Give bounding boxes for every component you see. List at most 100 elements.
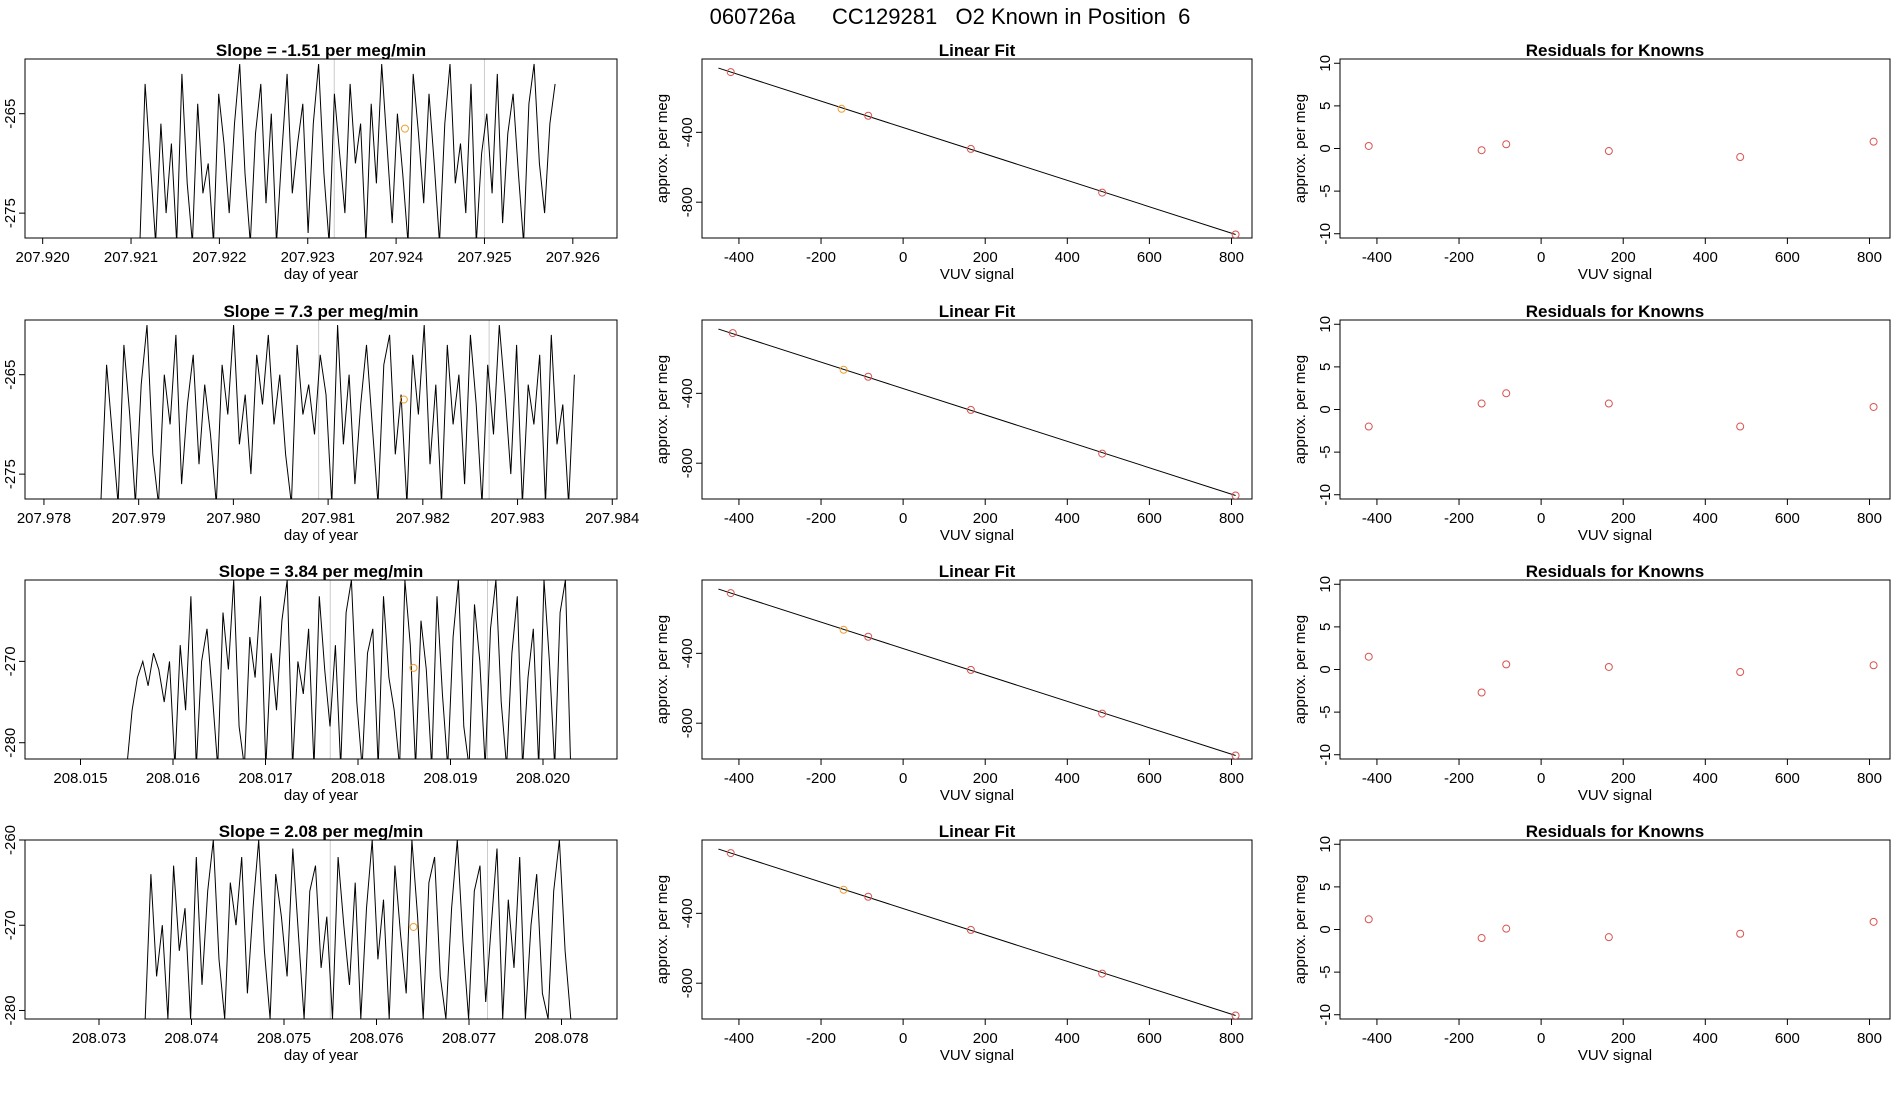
resid-panel: Residuals for Knowns -400 -200 0 200 400 600 80… — [1292, 41, 1891, 283]
residual-point — [1502, 924, 1511, 933]
residual-point — [1604, 933, 1613, 942]
fit-point — [1231, 491, 1240, 499]
x-tick-label: -400 — [724, 249, 754, 266]
y-tick-label: 10 — [1317, 55, 1334, 72]
panel-title: Slope = 2.08 per meg/min — [219, 822, 424, 841]
plot-area — [718, 67, 1240, 238]
time-panel: Slope = 7.3 per meg/min 207.978 207.979 207… — [2, 302, 639, 544]
x-tick-label: 207.982 — [396, 510, 450, 527]
residual-point — [1869, 402, 1878, 411]
y-tick-label: -265 — [2, 360, 19, 390]
fit-panel: Linear Fit -400 -200 0 200 400 600 800 VUV signa… — [654, 41, 1253, 283]
x-tick-label: 0 — [1537, 770, 1545, 787]
panel-title: Residuals for Knowns — [1526, 41, 1705, 60]
x-tick-label: -400 — [724, 770, 754, 787]
residual-point — [1869, 661, 1878, 670]
time-series-line — [144, 840, 572, 1019]
residual-point — [1736, 422, 1745, 431]
y-tick-label: 5 — [1317, 623, 1334, 631]
fit-highlight-point — [839, 885, 848, 894]
x-tick-label: 600 — [1137, 770, 1162, 787]
fit-point — [864, 892, 873, 901]
residual-point — [1736, 153, 1745, 162]
residual-point — [1502, 389, 1511, 398]
plot-frame — [1339, 319, 1891, 500]
x-axis-label: VUV signal — [1578, 527, 1652, 544]
panel-title: Slope = 3.84 per meg/min — [219, 562, 424, 581]
plot-frame — [24, 839, 618, 1020]
highlight-point — [400, 124, 409, 133]
y-tick-label: 5 — [1317, 883, 1334, 891]
y-axis-label: approx. per meg — [1292, 875, 1309, 984]
time-series-line — [127, 580, 571, 759]
x-tick-label: 208.016 — [146, 770, 200, 787]
panel-title: Linear Fit — [939, 562, 1016, 581]
y-tick-label: -10 — [1317, 223, 1334, 245]
fit-panel: Linear Fit -400 -200 0 200 400 600 800 VUV signa… — [654, 302, 1253, 544]
x-tick-label: 208.073 — [72, 1030, 126, 1047]
residual-point — [1604, 147, 1613, 156]
fit-point — [1098, 449, 1107, 458]
residual-point — [1364, 915, 1373, 924]
plot-area — [718, 588, 1240, 759]
plot-area — [1364, 389, 1878, 431]
plot-area — [139, 63, 556, 238]
fit-line — [718, 67, 1236, 235]
x-tick-label: 400 — [1055, 249, 1080, 266]
x-axis-label: VUV signal — [1578, 1047, 1652, 1064]
plot-frame — [1339, 839, 1891, 1020]
x-tick-label: 800 — [1857, 249, 1882, 266]
x-tick-label: -200 — [1444, 510, 1474, 527]
x-tick-label: 207.926 — [546, 249, 600, 266]
x-tick-label: -200 — [1444, 1030, 1474, 1047]
y-tick-label: -800 — [679, 448, 696, 478]
x-tick-label: 207.983 — [490, 510, 544, 527]
plot-area — [1364, 137, 1878, 162]
x-tick-label: -400 — [724, 510, 754, 527]
x-tick-label: 0 — [1537, 249, 1545, 266]
y-tick-label: -800 — [679, 708, 696, 738]
fit-point — [726, 68, 735, 77]
plot-frame — [24, 58, 618, 239]
x-axis-label: VUV signal — [940, 266, 1014, 283]
panel-title: Linear Fit — [939, 302, 1016, 321]
panel-title: Slope = 7.3 per meg/min — [223, 302, 418, 321]
y-tick-label: 5 — [1317, 102, 1334, 110]
x-tick-label: -400 — [1362, 770, 1392, 787]
x-tick-label: -400 — [1362, 510, 1392, 527]
x-tick-label: 0 — [1537, 1030, 1545, 1047]
plot-frame — [24, 319, 618, 500]
fit-point — [728, 329, 737, 338]
residual-point — [1604, 662, 1613, 671]
y-tick-label: -275 — [2, 198, 19, 228]
y-tick-label: -800 — [679, 187, 696, 217]
residual-point — [1502, 660, 1511, 669]
x-tick-label: 200 — [1611, 510, 1636, 527]
fit-point — [1231, 751, 1240, 759]
x-tick-label: 208.019 — [423, 770, 477, 787]
x-tick-label: 200 — [973, 1030, 998, 1047]
x-tick-label: -400 — [724, 1030, 754, 1047]
x-tick-label: 207.920 — [16, 249, 70, 266]
fit-point — [1098, 969, 1107, 978]
x-tick-label: -200 — [806, 1030, 836, 1047]
residual-point — [1604, 399, 1613, 408]
x-tick-label: 208.076 — [349, 1030, 403, 1047]
x-tick-label: 200 — [973, 770, 998, 787]
y-tick-label: 0 — [1317, 925, 1334, 933]
x-tick-label: 200 — [1611, 249, 1636, 266]
x-axis-label: VUV signal — [940, 527, 1014, 544]
y-tick-label: -5 — [1317, 965, 1334, 978]
panel-title: Residuals for Knowns — [1526, 822, 1705, 841]
y-axis-label: approx. per meg — [654, 355, 671, 464]
y-axis-label: approx. per meg — [1292, 355, 1309, 464]
y-tick-label: 10 — [1317, 576, 1334, 593]
y-tick-label: -270 — [2, 646, 19, 676]
y-tick-label: -400 — [679, 898, 696, 928]
resid-panel: Residuals for Knowns -400 -200 0 200 400 600 80… — [1292, 562, 1891, 804]
fit-highlight-point — [839, 625, 848, 634]
x-tick-label: 800 — [1219, 1030, 1244, 1047]
x-tick-label: -200 — [1444, 770, 1474, 787]
plot-area — [144, 840, 572, 1019]
fit-panel: Linear Fit -400 -200 0 200 400 600 800 VUV signa… — [654, 822, 1253, 1064]
